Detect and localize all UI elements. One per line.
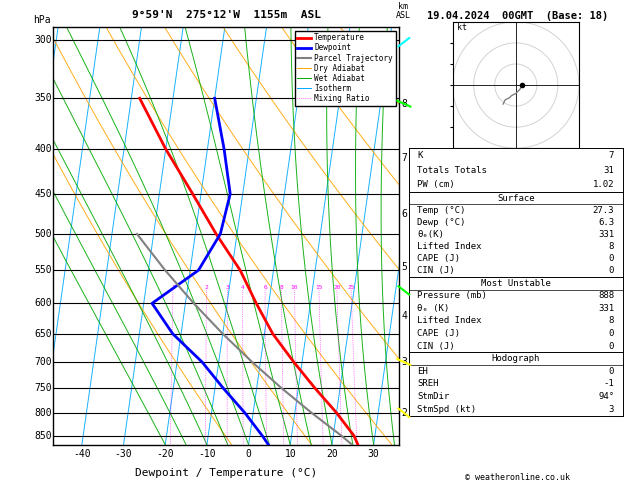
Text: 800: 800 bbox=[34, 408, 52, 418]
Text: 0: 0 bbox=[609, 342, 614, 350]
Text: 19.04.2024  00GMT  (Base: 18): 19.04.2024 00GMT (Base: 18) bbox=[426, 11, 608, 21]
Text: 850: 850 bbox=[34, 431, 52, 441]
Text: 7: 7 bbox=[609, 151, 614, 160]
Text: hPa: hPa bbox=[33, 15, 50, 25]
Text: 750: 750 bbox=[34, 383, 52, 393]
Text: 350: 350 bbox=[34, 93, 52, 103]
Text: 10: 10 bbox=[284, 449, 296, 459]
Text: 6: 6 bbox=[263, 285, 267, 291]
Text: PW (cm): PW (cm) bbox=[418, 180, 455, 189]
Text: Totals Totals: Totals Totals bbox=[418, 166, 487, 174]
Text: © weatheronline.co.uk: © weatheronline.co.uk bbox=[465, 473, 570, 482]
Text: 0: 0 bbox=[609, 266, 614, 276]
Legend: Temperature, Dewpoint, Parcel Trajectory, Dry Adiabat, Wet Adiabat, Isotherm, Mi: Temperature, Dewpoint, Parcel Trajectory… bbox=[295, 31, 396, 106]
Text: 550: 550 bbox=[34, 265, 52, 275]
Text: -1: -1 bbox=[603, 380, 614, 388]
Text: StmDir: StmDir bbox=[418, 392, 450, 401]
Text: 15: 15 bbox=[315, 285, 323, 291]
Text: 94°: 94° bbox=[598, 392, 614, 401]
Text: km
ASL: km ASL bbox=[396, 2, 410, 20]
Text: 8: 8 bbox=[609, 242, 614, 251]
Text: 2: 2 bbox=[204, 285, 208, 291]
Text: -30: -30 bbox=[114, 449, 132, 459]
Text: 0: 0 bbox=[246, 449, 252, 459]
Text: Temp (°C): Temp (°C) bbox=[418, 206, 466, 215]
Text: Mixing Ratio (g/kg): Mixing Ratio (g/kg) bbox=[418, 188, 426, 283]
Text: Surface: Surface bbox=[497, 193, 535, 203]
Text: 10: 10 bbox=[291, 285, 298, 291]
Text: 9°59'N  275°12'W  1155m  ASL: 9°59'N 275°12'W 1155m ASL bbox=[132, 11, 321, 20]
Text: 500: 500 bbox=[34, 229, 52, 239]
Text: 2: 2 bbox=[401, 408, 407, 418]
Text: 4: 4 bbox=[401, 311, 407, 321]
Text: 25: 25 bbox=[347, 285, 355, 291]
Text: 331: 331 bbox=[598, 304, 614, 313]
Text: 300: 300 bbox=[34, 35, 52, 45]
Text: 8: 8 bbox=[279, 285, 283, 291]
Text: StmSpd (kt): StmSpd (kt) bbox=[418, 405, 477, 414]
Text: 0: 0 bbox=[609, 329, 614, 338]
Text: 700: 700 bbox=[34, 357, 52, 367]
Text: 4: 4 bbox=[241, 285, 245, 291]
Text: K: K bbox=[418, 151, 423, 160]
Text: 0: 0 bbox=[609, 367, 614, 376]
Text: 20: 20 bbox=[333, 285, 341, 291]
Text: 3: 3 bbox=[609, 405, 614, 414]
Text: 30: 30 bbox=[368, 449, 379, 459]
Text: 3: 3 bbox=[401, 357, 407, 367]
Text: 888: 888 bbox=[598, 291, 614, 300]
Text: 650: 650 bbox=[34, 329, 52, 339]
Text: 0: 0 bbox=[609, 254, 614, 263]
Text: θₑ(K): θₑ(K) bbox=[418, 230, 444, 239]
Text: CAPE (J): CAPE (J) bbox=[418, 329, 460, 338]
Text: Pressure (mb): Pressure (mb) bbox=[418, 291, 487, 300]
Text: Dewpoint / Temperature (°C): Dewpoint / Temperature (°C) bbox=[135, 468, 318, 478]
Text: 600: 600 bbox=[34, 298, 52, 308]
Text: Dewp (°C): Dewp (°C) bbox=[418, 218, 466, 227]
Text: 1: 1 bbox=[171, 285, 175, 291]
Text: Most Unstable: Most Unstable bbox=[481, 279, 551, 288]
Text: 31: 31 bbox=[603, 166, 614, 174]
Text: -40: -40 bbox=[73, 449, 91, 459]
Text: Lifted Index: Lifted Index bbox=[418, 316, 482, 326]
Text: 20: 20 bbox=[326, 449, 338, 459]
Text: CAPE (J): CAPE (J) bbox=[418, 254, 460, 263]
Text: 27.3: 27.3 bbox=[593, 206, 614, 215]
Text: 331: 331 bbox=[598, 230, 614, 239]
Text: 6.3: 6.3 bbox=[598, 218, 614, 227]
Text: Hodograph: Hodograph bbox=[492, 354, 540, 363]
Text: 8: 8 bbox=[401, 99, 407, 109]
Text: 3: 3 bbox=[225, 285, 229, 291]
Text: 6: 6 bbox=[401, 209, 407, 220]
Text: 7: 7 bbox=[401, 154, 407, 163]
Text: kt: kt bbox=[457, 23, 467, 32]
Text: SREH: SREH bbox=[418, 380, 439, 388]
Text: 5: 5 bbox=[401, 262, 407, 272]
Text: 8: 8 bbox=[609, 316, 614, 326]
Text: -10: -10 bbox=[198, 449, 216, 459]
Text: CIN (J): CIN (J) bbox=[418, 342, 455, 350]
Text: 450: 450 bbox=[34, 189, 52, 199]
Text: 400: 400 bbox=[34, 144, 52, 154]
Text: θₑ (K): θₑ (K) bbox=[418, 304, 450, 313]
Text: 1.02: 1.02 bbox=[593, 180, 614, 189]
Text: EH: EH bbox=[418, 367, 428, 376]
Text: Lifted Index: Lifted Index bbox=[418, 242, 482, 251]
Text: -20: -20 bbox=[157, 449, 174, 459]
Text: CIN (J): CIN (J) bbox=[418, 266, 455, 276]
